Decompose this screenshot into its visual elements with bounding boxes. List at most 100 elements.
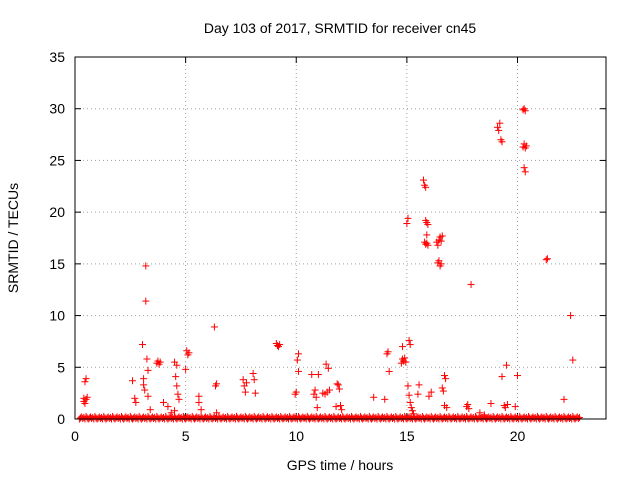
data-point (294, 350, 302, 358)
data-point (140, 381, 148, 389)
data-point (333, 380, 341, 388)
data-point (467, 281, 475, 289)
data-point (144, 366, 152, 374)
data-point (487, 399, 495, 407)
data-point (338, 406, 346, 414)
data-point (83, 393, 91, 401)
data-point (437, 237, 445, 245)
data-point (408, 407, 416, 415)
data-point (174, 390, 182, 398)
data-point (385, 367, 393, 375)
y-tick-label: 5 (57, 359, 65, 375)
data-point (241, 388, 249, 396)
data-point (423, 231, 431, 239)
y-axis-label: SRMTID / TECUs (5, 183, 21, 293)
data-point (498, 138, 506, 146)
data-point (131, 394, 139, 402)
data-point (142, 262, 150, 270)
data-point (175, 395, 183, 403)
data-point (425, 392, 433, 400)
data-point (404, 382, 412, 390)
data-point (410, 410, 418, 418)
data-point (312, 393, 320, 401)
data-point (142, 297, 150, 305)
data-point (334, 381, 342, 389)
data-point (424, 241, 432, 249)
data-point (402, 358, 410, 366)
data-point (495, 126, 503, 134)
data-point (141, 386, 149, 394)
data-point (337, 402, 344, 410)
data-point (195, 392, 203, 400)
data-point (511, 403, 519, 411)
data-point (144, 392, 152, 400)
data-point (542, 256, 550, 264)
data-point (419, 176, 427, 184)
data-point (414, 390, 422, 398)
grid (75, 57, 606, 419)
data-point (567, 312, 575, 320)
data-point (496, 119, 504, 127)
data-point (494, 123, 502, 131)
data-point (322, 360, 330, 368)
data-point (249, 369, 257, 377)
data-point (172, 373, 180, 381)
data-point (480, 411, 488, 419)
data-point (132, 398, 140, 406)
data-point (308, 371, 316, 379)
data-point (138, 341, 146, 349)
data-point (424, 221, 432, 229)
y-tick-label: 10 (49, 308, 65, 324)
data-point (213, 409, 221, 417)
x-axis-label: GPS time / hours (287, 457, 394, 473)
data-point (569, 356, 577, 364)
data-point (195, 398, 203, 406)
data-point (465, 405, 473, 413)
data-point (197, 406, 205, 414)
data-point (156, 358, 164, 366)
data-point (520, 164, 528, 172)
data-point (313, 404, 321, 412)
data-point (415, 381, 423, 389)
plot-frame (74, 56, 607, 420)
y-tick-label: 0 (57, 411, 65, 427)
data-point (381, 395, 389, 403)
data-point (276, 341, 284, 349)
data-point (398, 343, 406, 351)
x-tick-label: 5 (182, 428, 190, 444)
data-point (82, 375, 90, 383)
x-tick-label: 0 (71, 428, 79, 444)
data-point (185, 349, 193, 357)
data-point (292, 388, 300, 396)
data-point (242, 379, 250, 387)
data-point (521, 107, 529, 115)
data-point (401, 354, 409, 362)
data-point (574, 414, 582, 422)
y-tick-label: 20 (49, 204, 65, 220)
y-tick-label: 30 (49, 101, 65, 117)
data-point (293, 356, 301, 364)
data-point (173, 361, 181, 369)
data-point (164, 403, 172, 411)
data-point (502, 361, 510, 369)
data-point (250, 376, 258, 384)
data-point (575, 413, 583, 421)
data-point (370, 393, 378, 401)
data-point (405, 336, 413, 344)
data-point (251, 389, 259, 397)
data-point (437, 260, 445, 268)
data-point (239, 376, 247, 384)
data-point (311, 386, 319, 394)
data-point (325, 386, 333, 394)
data-point (81, 399, 89, 407)
y-tick-label: 15 (49, 256, 65, 272)
data-point (405, 391, 413, 399)
data-point (171, 407, 179, 415)
data-point (521, 168, 529, 176)
data-point (324, 364, 332, 372)
data-point (384, 348, 392, 356)
y-tick-label: 35 (49, 49, 65, 65)
data-point (522, 142, 530, 150)
data-point (422, 183, 430, 191)
